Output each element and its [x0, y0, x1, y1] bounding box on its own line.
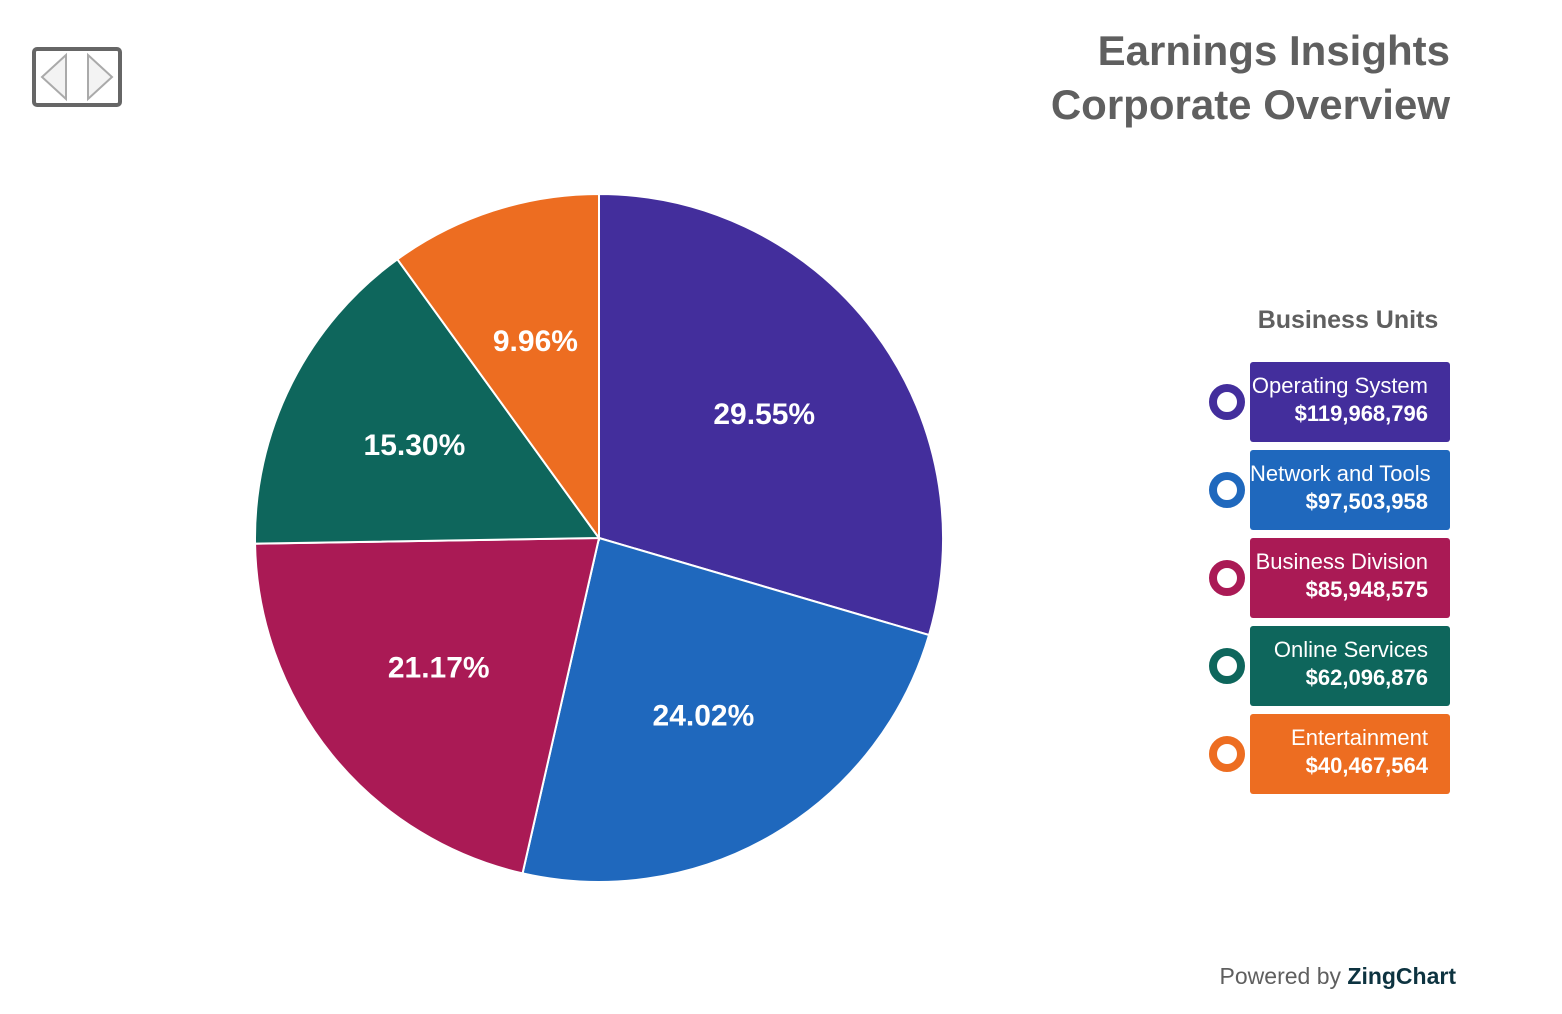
pie-slice-percent-label: 9.96%	[493, 325, 578, 358]
legend-label: Network and Tools	[1250, 461, 1431, 486]
legend-label: Business Division	[1255, 549, 1428, 574]
legend-label: Entertainment	[1291, 725, 1428, 750]
legend-item-online-services[interactable]: Online Services $62,096,876	[1205, 626, 1455, 706]
pie-slice-operating-system[interactable]	[598, 192, 944, 637]
legend-label-box: Entertainment $40,467,564	[1250, 714, 1450, 794]
pie-slice-business-division[interactable]	[254, 536, 601, 875]
pie-slice-percent-label: 21.17%	[388, 652, 490, 685]
chart-nav-toggle-button[interactable]	[32, 47, 122, 107]
legend-marker-icon	[1209, 648, 1245, 684]
credit-brand: ZingChart	[1347, 963, 1456, 989]
legend-label-box: Operating System $119,968,796	[1250, 362, 1450, 442]
chart-title-block: Earnings Insights Corporate Overview	[1051, 24, 1450, 132]
pie-slice-percent-label: 24.02%	[653, 700, 755, 733]
legend-label: Operating System	[1251, 373, 1428, 398]
legend-item-network-and-tools[interactable]: Network and Tools $97,503,958	[1205, 450, 1455, 530]
pie-slice-entertainment[interactable]	[395, 192, 600, 542]
credit-prefix: Powered by	[1219, 963, 1341, 989]
pie-slice-percent-label: 29.55%	[713, 398, 815, 431]
chart-title: Earnings Insights	[1097, 27, 1450, 74]
chevron-right-icon	[87, 52, 114, 102]
legend-item-operating-system[interactable]: Operating System $119,968,796	[1205, 362, 1455, 442]
chart-subtitle: Corporate Overview	[1050, 81, 1450, 128]
pie-slice-online-services[interactable]	[254, 257, 601, 545]
legend-item-entertainment[interactable]: Entertainment $40,467,564	[1205, 714, 1455, 794]
legend-label-box: Online Services $62,096,876	[1250, 626, 1450, 706]
pie-slice-percent-label: 15.30%	[364, 429, 466, 462]
chevron-left-icon	[40, 52, 67, 102]
legend-value: $85,948,575	[1305, 577, 1428, 602]
legend-marker-icon	[1209, 472, 1245, 508]
legend-marker-icon	[1209, 736, 1245, 772]
legend-label: Online Services	[1273, 637, 1428, 662]
legend-value: $40,467,564	[1305, 753, 1428, 778]
legend-value: $119,968,796	[1294, 401, 1428, 426]
legend-value: $62,096,876	[1305, 665, 1428, 690]
powered-by-credit[interactable]: Powered by ZingChart	[1220, 963, 1456, 990]
legend-marker-icon	[1209, 560, 1245, 596]
legend-label-box: Business Division $85,948,575	[1250, 538, 1450, 618]
legend-label-box: Network and Tools $97,503,958	[1250, 450, 1450, 530]
legend-item-business-division[interactable]: Business Division $85,948,575	[1205, 538, 1455, 618]
pie-slice-network-and-tools[interactable]	[521, 536, 931, 883]
legend-title: Business Units	[1257, 306, 1439, 334]
legend-marker-icon	[1209, 384, 1245, 420]
legend-value: $97,503,958	[1305, 489, 1428, 514]
